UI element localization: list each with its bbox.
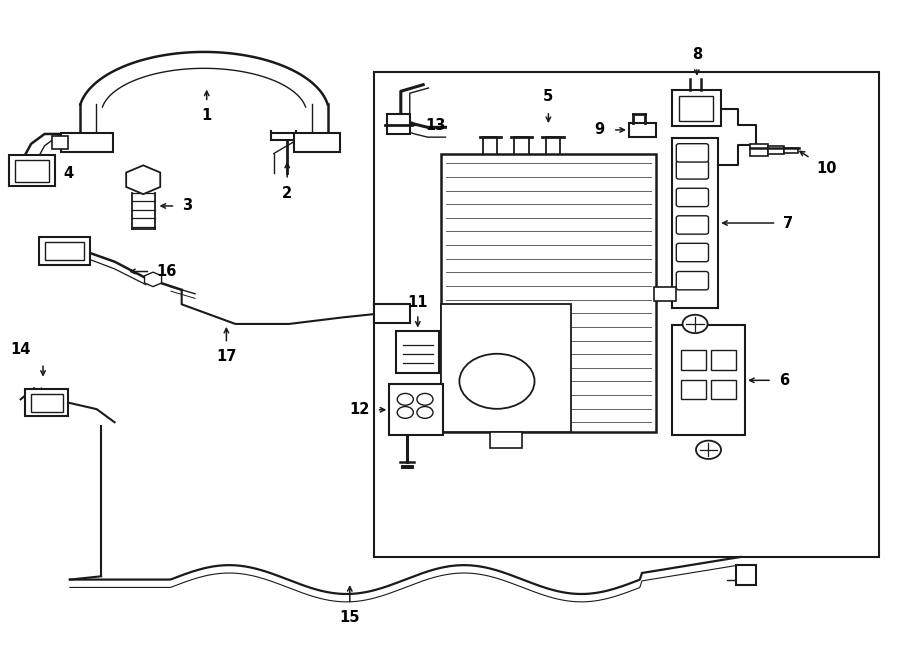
Bar: [293, 134, 340, 151]
Circle shape: [397, 407, 413, 418]
Bar: [491, 432, 522, 448]
Bar: [680, 350, 706, 369]
Bar: [768, 146, 784, 154]
Circle shape: [696, 441, 721, 459]
Text: 2: 2: [282, 186, 292, 202]
FancyBboxPatch shape: [676, 272, 708, 290]
Text: 16: 16: [157, 264, 177, 279]
Text: 7: 7: [783, 215, 793, 231]
FancyBboxPatch shape: [676, 143, 708, 162]
Bar: [654, 287, 676, 301]
Text: 4: 4: [64, 166, 74, 181]
Circle shape: [397, 393, 413, 405]
FancyBboxPatch shape: [676, 188, 708, 207]
Bar: [9, 155, 55, 186]
Text: 10: 10: [816, 161, 837, 176]
FancyBboxPatch shape: [676, 215, 708, 234]
Circle shape: [417, 407, 433, 418]
Bar: [389, 384, 443, 436]
Bar: [387, 114, 410, 134]
Bar: [15, 159, 49, 182]
Text: 6: 6: [779, 373, 789, 388]
Text: 3: 3: [182, 198, 192, 214]
Bar: [671, 138, 718, 307]
Circle shape: [459, 354, 535, 408]
Bar: [374, 304, 410, 323]
Text: 8: 8: [692, 47, 702, 61]
Bar: [629, 123, 656, 137]
Bar: [45, 242, 85, 260]
Bar: [39, 237, 90, 265]
Text: 9: 9: [595, 122, 605, 137]
Text: 5: 5: [544, 89, 554, 104]
Text: 11: 11: [408, 295, 428, 309]
Bar: [60, 133, 112, 152]
Bar: [51, 136, 68, 149]
Text: 1: 1: [202, 108, 211, 123]
Bar: [441, 153, 656, 432]
Bar: [679, 96, 713, 121]
Bar: [31, 394, 63, 412]
FancyBboxPatch shape: [676, 161, 708, 179]
Bar: [374, 71, 879, 557]
Circle shape: [417, 393, 433, 405]
Bar: [396, 330, 439, 373]
Circle shape: [682, 315, 707, 333]
Bar: [25, 389, 68, 416]
Bar: [711, 350, 736, 369]
Bar: [680, 379, 706, 399]
Bar: [671, 90, 721, 126]
Bar: [784, 147, 798, 153]
Bar: [750, 144, 768, 156]
Text: 14: 14: [11, 342, 31, 357]
Text: 13: 13: [425, 118, 446, 133]
FancyBboxPatch shape: [676, 243, 708, 262]
Bar: [736, 565, 756, 585]
Bar: [441, 304, 571, 432]
Bar: [671, 325, 745, 436]
Text: 17: 17: [216, 349, 237, 364]
Bar: [711, 379, 736, 399]
Text: 15: 15: [339, 610, 360, 625]
Text: 12: 12: [349, 403, 370, 417]
